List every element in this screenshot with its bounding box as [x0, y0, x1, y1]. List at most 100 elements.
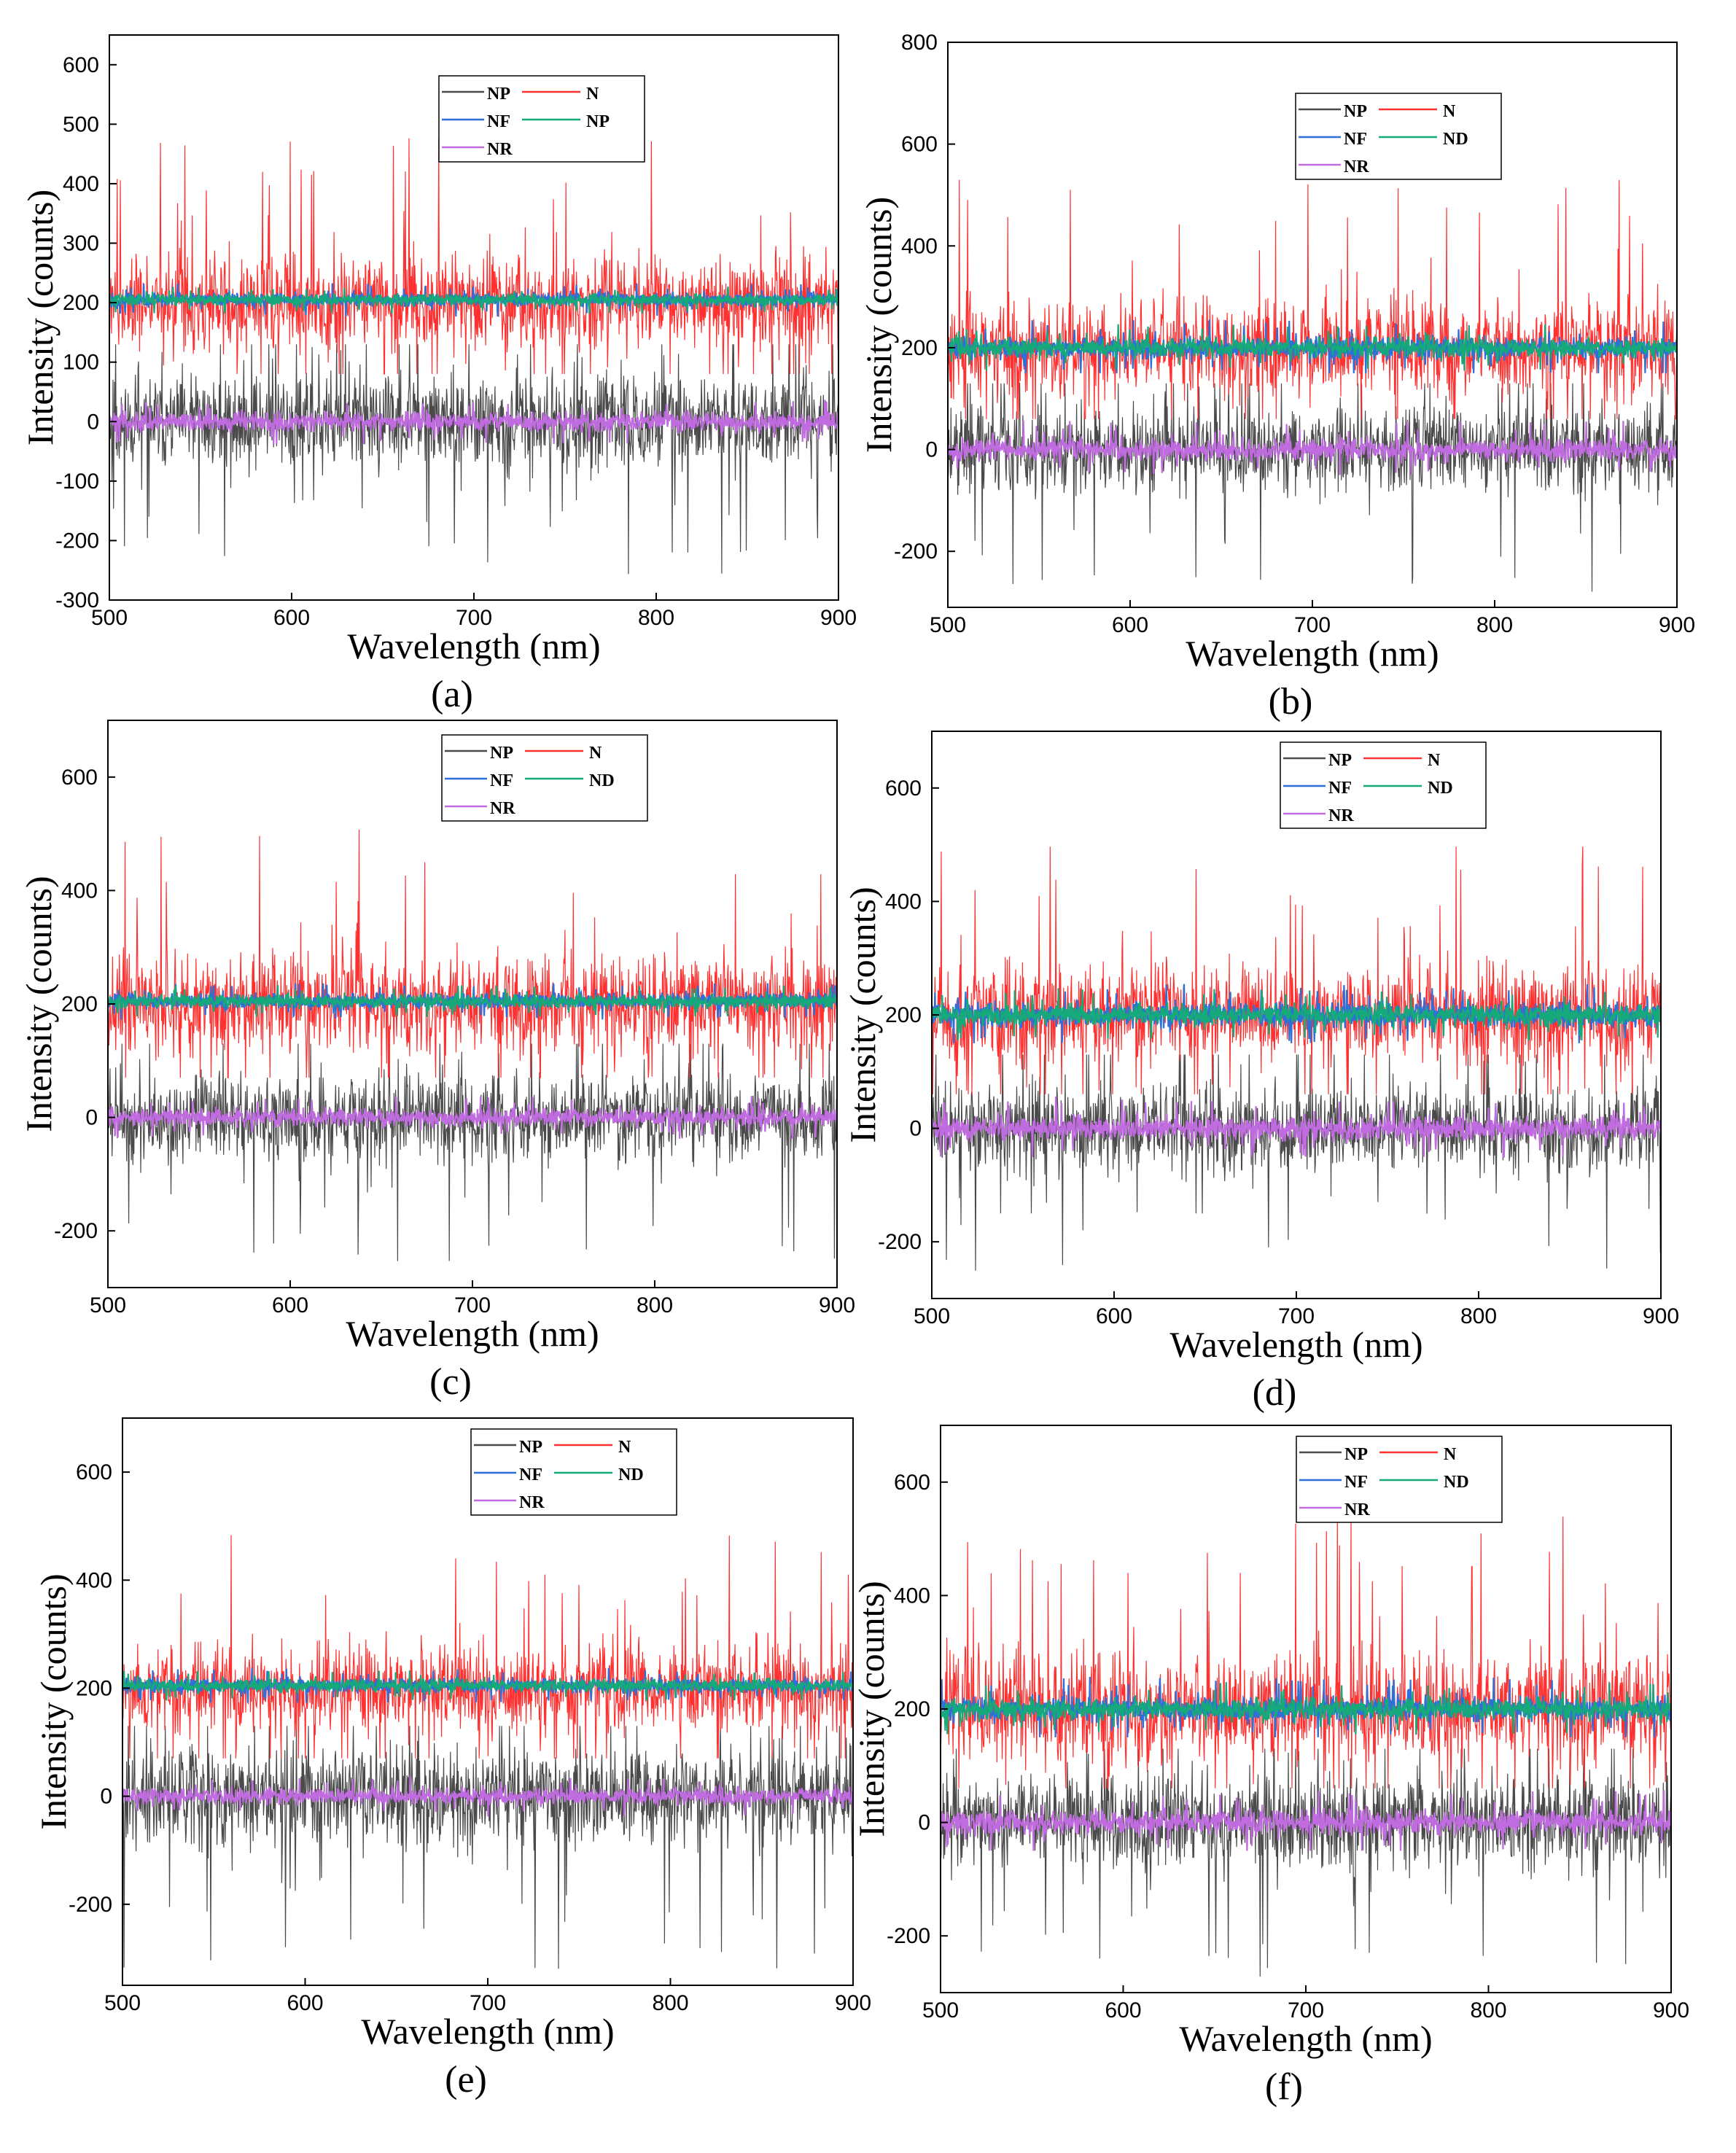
legend: NP N NF ND NR	[470, 1428, 677, 1516]
chart-svg: 500 600 700 800 900 -200 0 200 400 600 Wavelength …	[851, 1425, 1689, 2108]
chart-svg: 500 600 700 800 900 -200 0 200 400 600 Wavelength …	[18, 720, 855, 1403]
series-line-nd	[932, 988, 1661, 1041]
y-tick-label: -200	[894, 540, 938, 564]
x-tick-label: 800	[638, 606, 674, 630]
x-tick-label: 600	[1112, 613, 1148, 637]
panel-label: (b)	[1269, 681, 1313, 723]
legend: NP N NF ND NR	[1295, 93, 1502, 180]
legend-label-np: NP	[1328, 751, 1352, 770]
panel-label: (c)	[429, 1361, 472, 1403]
legend-label-n: N	[1444, 1445, 1457, 1464]
legend: NP N NF ND NR	[1280, 741, 1487, 829]
chart-panel-e: 500 600 700 800 900 -200 0 200 400 600 Wavelength …	[33, 1403, 890, 2146]
legend-label-n: N	[1443, 102, 1456, 121]
y-tick-label: 200	[61, 992, 98, 1016]
series-line-np	[109, 344, 838, 575]
series-line-nd	[108, 984, 837, 1018]
y-axis-title: Intensity (counts)	[18, 876, 59, 1132]
x-axis-title: Wavelength (nm)	[1169, 1324, 1422, 1365]
legend-label-nf: NF	[1344, 1473, 1368, 1492]
x-tick-label: 800	[1470, 1998, 1506, 2022]
legend-label-nd: ND	[618, 1465, 644, 1484]
legend-label-np: NP	[490, 744, 513, 763]
y-tick-label: 400	[61, 879, 98, 903]
legend-label-n: N	[589, 744, 602, 763]
series-line-nr	[122, 1775, 853, 1817]
x-tick-label: 700	[454, 1293, 491, 1317]
series-line-n	[108, 829, 837, 1078]
legend-label-np: NP	[519, 1438, 542, 1457]
panel-label: (f)	[1265, 2066, 1303, 2108]
legend-label-nr: NR	[1344, 1500, 1370, 1519]
series-line-nr	[109, 400, 838, 445]
legend-label-nf: NF	[1328, 779, 1352, 798]
series-line-nd	[109, 287, 838, 316]
panel-label: (e)	[445, 2059, 487, 2101]
chart-svg: 500 600 700 800 900 -200 0 200 400 600 800 Waveleng…	[858, 31, 1695, 723]
y-tick-label: -300	[55, 588, 99, 612]
legend-label-nd: NP	[586, 112, 610, 131]
x-tick-label: 700	[456, 606, 492, 630]
panel-label: (d)	[1253, 1372, 1297, 1414]
legend: NP N NF ND NR	[441, 734, 648, 822]
series-line-nr	[108, 1096, 837, 1140]
x-tick-label: 500	[91, 606, 128, 630]
x-tick-label: 500	[104, 1991, 141, 2015]
y-tick-label: 100	[63, 351, 99, 375]
x-tick-label: 900	[1659, 613, 1695, 637]
series-line-np	[108, 1043, 837, 1261]
y-tick-label: 400	[894, 1584, 930, 1608]
x-tick-label: 700	[470, 1991, 506, 2015]
y-tick-label: 600	[76, 1460, 112, 1484]
x-axis-title: Wavelength (nm)	[346, 1313, 599, 1354]
y-tick-label: -200	[878, 1230, 922, 1254]
y-tick-label: 200	[76, 1676, 112, 1700]
x-tick-label: 700	[1294, 613, 1331, 637]
x-tick-label: 600	[1105, 1998, 1141, 2022]
x-axis-title: Wavelength (nm)	[1179, 2018, 1432, 2059]
y-axis-title: Intensity (counts)	[20, 190, 61, 445]
y-axis-title: Intensity (counts)	[851, 1581, 892, 1837]
y-tick-label: 0	[925, 438, 938, 462]
series-line-np	[122, 1726, 853, 1969]
x-tick-label: 600	[273, 606, 310, 630]
legend: NP N NF ND NR	[1296, 1436, 1503, 1523]
y-axis-title: Intensity (counts)	[858, 197, 899, 453]
y-tick-label: 0	[87, 410, 99, 434]
legend-label-nr: NR	[519, 1493, 545, 1512]
series-line-n	[122, 1535, 853, 1759]
x-tick-label: 700	[1288, 1998, 1324, 2022]
y-tick-label: 200	[901, 336, 938, 360]
x-tick-label: 500	[922, 1998, 959, 2022]
y-tick-label: -200	[55, 529, 99, 553]
y-tick-label: -200	[54, 1219, 98, 1243]
series-line-np	[941, 1748, 1671, 1977]
y-tick-label: 600	[63, 53, 99, 77]
x-axis-title: Wavelength (nm)	[347, 626, 600, 666]
y-tick-label: 600	[61, 766, 98, 790]
y-tick-label: 200	[885, 1003, 922, 1027]
chart-svg: 500 600 700 800 900 -200 0 200 400 600 Wavelength …	[842, 731, 1679, 1414]
x-tick-label: 800	[637, 1293, 673, 1317]
legend-label-np: NP	[487, 85, 510, 104]
x-tick-label: 600	[272, 1293, 308, 1317]
y-tick-label: 300	[63, 232, 99, 256]
x-tick-label: 600	[287, 1991, 323, 2015]
y-tick-label: -200	[887, 1924, 930, 1948]
legend-label-nr: NR	[490, 799, 515, 818]
y-tick-label: -100	[55, 470, 99, 494]
legend-label-nd: ND	[589, 771, 615, 790]
series-line-nd	[948, 324, 1677, 371]
legend-label-np: NP	[1344, 102, 1367, 121]
legend-label-nf: NF	[490, 771, 513, 790]
y-tick-label: 0	[909, 1117, 922, 1141]
y-tick-label: 0	[100, 1785, 112, 1809]
x-axis-title: Wavelength (nm)	[361, 2011, 614, 2052]
legend-label-nd: ND	[1443, 130, 1468, 149]
legend-label-nd: ND	[1428, 779, 1453, 798]
legend-label-n: N	[1428, 751, 1441, 770]
legend-label-nf: NF	[487, 112, 510, 131]
series-line-n	[109, 137, 838, 375]
y-tick-label: 400	[885, 889, 922, 914]
legend-label-nf: NF	[1344, 130, 1367, 149]
